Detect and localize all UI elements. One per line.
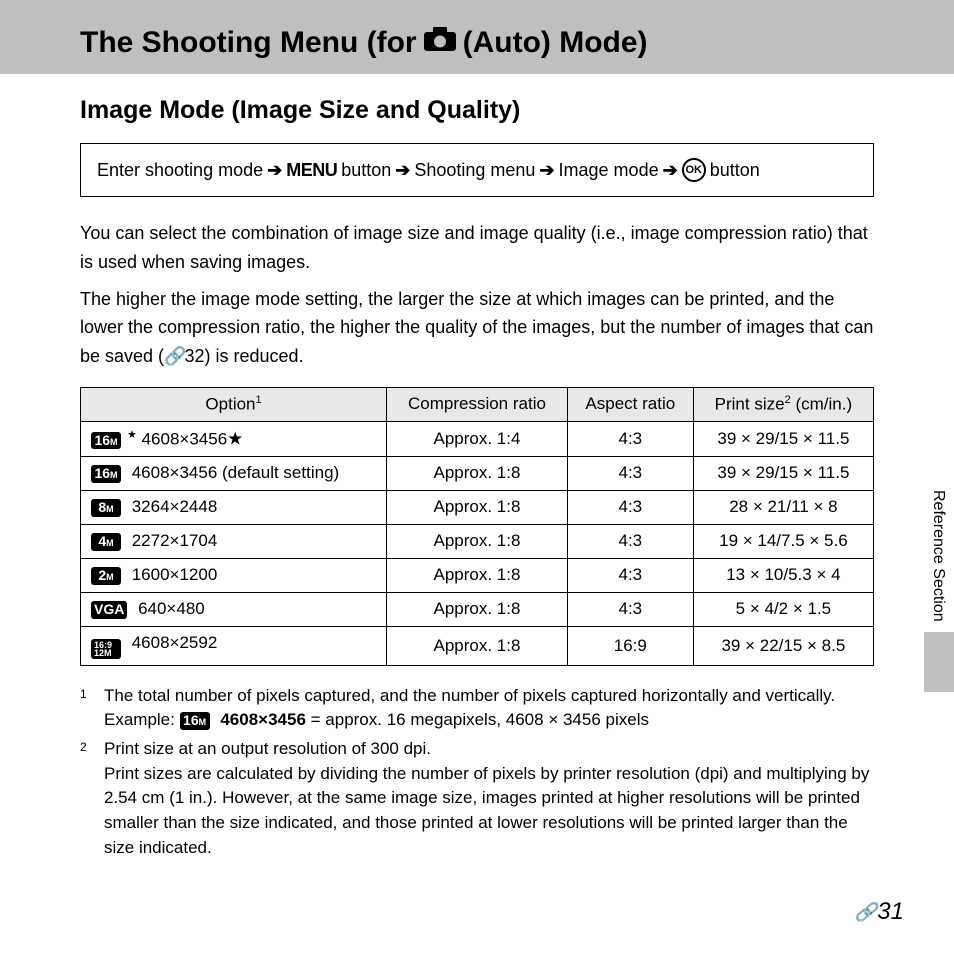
bc-step2-suffix: button xyxy=(341,160,391,181)
footnote-body: The total number of pixels captured, and… xyxy=(104,684,835,733)
fn1-line2: Example: 16M 4608×3456 = approx. 16 mega… xyxy=(104,708,835,733)
side-tab-marker xyxy=(924,632,954,692)
cell-print: 39 × 29/15 × 11.5 xyxy=(693,456,873,490)
cell-print: 28 × 21/11 × 8 xyxy=(693,490,873,524)
cell-aspect: 4:3 xyxy=(567,558,693,592)
bc-step5-suffix: button xyxy=(710,160,760,181)
table-row: 2M 1600×1200Approx. 1:84:313 × 10/5.3 × … xyxy=(81,558,874,592)
cell-compression: Approx. 1:8 xyxy=(387,558,568,592)
table-row: 8M 3264×2448Approx. 1:84:328 × 21/11 × 8 xyxy=(81,490,874,524)
cell-option: 4M 2272×1704 xyxy=(81,524,387,558)
fn1-line1: The total number of pixels captured, and… xyxy=(104,684,835,709)
footnotes: 1 The total number of pixels captured, a… xyxy=(80,684,874,860)
cell-compression: Approx. 1:4 xyxy=(387,421,568,456)
ok-button-icon: OK xyxy=(682,158,706,182)
cell-print: 19 × 14/7.5 × 5.6 xyxy=(693,524,873,558)
th-print: Print size2 (cm/in.) xyxy=(693,387,873,421)
page-number: 🔗31 xyxy=(855,898,904,926)
side-tab: Reference Section xyxy=(924,480,954,692)
cell-aspect: 4:3 xyxy=(567,490,693,524)
intro-paragraph-2: The higher the image mode setting, the l… xyxy=(80,285,874,371)
cell-option: 16M 4608×3456 (default setting) xyxy=(81,456,387,490)
title-bar: The Shooting Menu (for (Auto) Mode) xyxy=(0,12,954,74)
reference-icon: 🔗 xyxy=(855,902,871,923)
arrow-icon: ➔ xyxy=(267,160,282,181)
breadcrumb: Enter shooting mode ➔ MENU button ➔ Shoo… xyxy=(80,143,874,197)
cell-compression: Approx. 1:8 xyxy=(387,490,568,524)
table-row: 16:912M 4608×2592Approx. 1:816:939 × 22/… xyxy=(81,626,874,665)
title-pre: The Shooting Menu (for xyxy=(80,26,417,60)
size-badge: 2M xyxy=(91,567,121,584)
cell-print: 13 × 10/5.3 × 4 xyxy=(693,558,873,592)
table-row: VGA 640×480Approx. 1:84:35 × 4/2 × 1.5 xyxy=(81,592,874,626)
content-area: Image Mode (Image Size and Quality) Ente… xyxy=(0,74,954,860)
intro-paragraph-1: You can select the combination of image … xyxy=(80,219,874,277)
header-border xyxy=(0,0,954,12)
th-compression: Compression ratio xyxy=(387,387,568,421)
cell-aspect: 4:3 xyxy=(567,524,693,558)
size-badge: 16:912M xyxy=(91,639,121,659)
size-badge: VGA xyxy=(91,601,127,618)
menu-button-label: MENU xyxy=(286,160,337,181)
cell-option: 16:912M 4608×2592 xyxy=(81,626,387,665)
para2-ref: 32 xyxy=(184,346,204,366)
table-row: 16M 4608×3456 (default setting)Approx. 1… xyxy=(81,456,874,490)
bc-step1: Enter shooting mode xyxy=(97,160,263,181)
size-badge: 4M xyxy=(91,533,121,550)
cell-print: 39 × 29/15 × 11.5 xyxy=(693,421,873,456)
table-row: 4M 2272×1704Approx. 1:84:319 × 14/7.5 × … xyxy=(81,524,874,558)
arrow-icon: ➔ xyxy=(395,160,410,181)
arrow-icon: ➔ xyxy=(539,160,554,181)
cell-print: 39 × 22/15 × 8.5 xyxy=(693,626,873,665)
side-section-label: Reference Section xyxy=(924,480,952,632)
arrow-icon: ➔ xyxy=(663,160,678,181)
footnote-num: 1 xyxy=(80,684,94,733)
size-badge: 8M xyxy=(91,499,121,516)
camera-icon xyxy=(423,26,457,60)
bc-step4: Image mode xyxy=(559,160,659,181)
table-header-row: Option1 Compression ratio Aspect ratio P… xyxy=(81,387,874,421)
section-subtitle: Image Mode (Image Size and Quality) xyxy=(80,96,874,125)
footnote-1: 1 The total number of pixels captured, a… xyxy=(80,684,874,733)
fn2-line2: Print sizes are calculated by dividing t… xyxy=(104,762,874,861)
cell-aspect: 16:9 xyxy=(567,626,693,665)
cell-compression: Approx. 1:8 xyxy=(387,456,568,490)
table-row: 16M★ 4608×3456★Approx. 1:44:339 × 29/15 … xyxy=(81,421,874,456)
para2-b: ) is reduced. xyxy=(205,346,304,366)
reference-icon: 🔗 xyxy=(164,342,180,371)
size-badge: 16M xyxy=(180,712,210,729)
footnote-body: Print size at an output resolution of 30… xyxy=(104,737,874,860)
bc-step3: Shooting menu xyxy=(414,160,535,181)
cell-aspect: 4:3 xyxy=(567,421,693,456)
size-badge: 16M xyxy=(91,432,121,449)
page-title: The Shooting Menu (for (Auto) Mode) xyxy=(80,26,954,60)
fn2-line1: Print size at an output resolution of 30… xyxy=(104,737,874,762)
cell-option: 2M 1600×1200 xyxy=(81,558,387,592)
cell-aspect: 4:3 xyxy=(567,456,693,490)
th-option: Option1 xyxy=(81,387,387,421)
footnote-2: 2 Print size at an output resolution of … xyxy=(80,737,874,860)
cell-compression: Approx. 1:8 xyxy=(387,626,568,665)
cell-compression: Approx. 1:8 xyxy=(387,524,568,558)
cell-aspect: 4:3 xyxy=(567,592,693,626)
cell-option: 8M 3264×2448 xyxy=(81,490,387,524)
cell-option: 16M★ 4608×3456★ xyxy=(81,421,387,456)
size-badge: 16M xyxy=(91,465,121,482)
options-table: Option1 Compression ratio Aspect ratio P… xyxy=(80,387,874,666)
cell-compression: Approx. 1:8 xyxy=(387,592,568,626)
cell-option: VGA 640×480 xyxy=(81,592,387,626)
footnote-num: 2 xyxy=(80,737,94,860)
th-aspect: Aspect ratio xyxy=(567,387,693,421)
title-post: (Auto) Mode) xyxy=(463,26,648,60)
cell-print: 5 × 4/2 × 1.5 xyxy=(693,592,873,626)
